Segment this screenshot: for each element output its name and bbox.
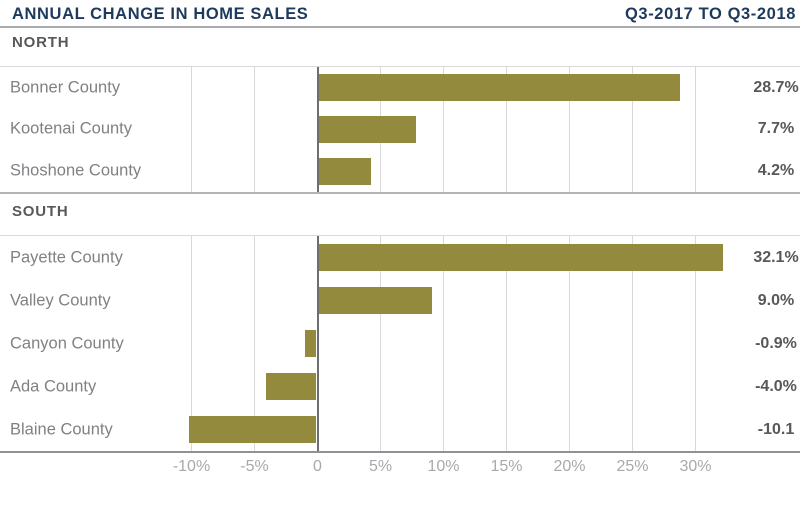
chart-title: ANNUAL CHANGE IN HOME SALES: [12, 5, 309, 23]
value-label: 9.0%: [757, 291, 795, 309]
chart-row: Shoshone County 4.2%: [0, 150, 800, 192]
chart-row: Bonner County 28.7%: [0, 67, 800, 109]
value-label: 4.2%: [757, 162, 795, 180]
value-label: -10.1: [757, 420, 795, 438]
value-label: -4.0%: [755, 377, 797, 395]
section-label-north: NORTH: [12, 34, 70, 51]
south-top-rule: [0, 235, 800, 236]
x-tick-label: 0: [313, 458, 322, 475]
gridline: [443, 236, 444, 451]
gridline: [191, 236, 192, 451]
section-label-south: SOUTH: [12, 203, 69, 220]
chart-row: Ada County -4.0%: [0, 365, 800, 408]
chart-header: ANNUAL CHANGE IN HOME SALES Q3-2017 TO Q…: [12, 5, 796, 24]
north-bottom-rule: [0, 192, 800, 194]
x-tick-label: 30%: [679, 458, 712, 475]
gridline: [443, 67, 444, 192]
value-bar: [318, 287, 432, 314]
north-top-rule: [0, 66, 800, 67]
gridline: [632, 236, 633, 451]
gridline: [506, 236, 507, 451]
header-rule: [0, 26, 800, 28]
value-bar: [266, 373, 317, 400]
x-axis-labels: -10% -5% 0 5% 10% 15% 20% 25% 30%: [0, 458, 800, 480]
category-label: Valley County: [10, 291, 111, 309]
value-label: 28.7%: [753, 78, 799, 96]
value-bar: [305, 330, 317, 357]
gridline: [695, 67, 696, 192]
chart-row: Kootenai County 7.7%: [0, 109, 800, 151]
value-bar: [318, 74, 681, 102]
category-label: Bonner County: [10, 78, 121, 97]
gridline: [254, 67, 255, 192]
gridline: [380, 236, 381, 451]
value-label: 32.1%: [753, 248, 799, 266]
category-label: Blaine County: [10, 420, 113, 438]
south-plot-area: Payette County 32.1% Valley County 9.0% Cany…: [0, 236, 800, 451]
gridline: [506, 67, 507, 192]
gridline: [191, 67, 192, 192]
zero-baseline: [316, 67, 319, 192]
x-tick-label: 5%: [368, 458, 393, 475]
gridline: [632, 67, 633, 192]
chart-row: Valley County 9.0%: [0, 279, 800, 322]
x-tick-label: 10%: [427, 458, 460, 475]
value-label: 7.7%: [757, 120, 795, 138]
value-bar: [318, 157, 372, 185]
category-label: Canyon County: [10, 334, 124, 352]
x-tick-label: -5%: [240, 458, 269, 475]
gridline: [569, 236, 570, 451]
category-label: Payette County: [10, 248, 123, 266]
value-bar: [189, 416, 317, 443]
north-plot-area: Bonner County 28.7% Kootenai County 7.7% Sho…: [0, 67, 800, 192]
category-label: Kootenai County: [10, 119, 133, 138]
category-label: Ada County: [10, 377, 97, 395]
category-label: Shoshone County: [10, 161, 142, 180]
x-tick-label: 15%: [490, 458, 523, 475]
value-bar: [318, 244, 723, 271]
x-tick-label: 20%: [553, 458, 586, 475]
chart-period: Q3-2017 TO Q3-2018: [624, 5, 796, 23]
gridline: [569, 67, 570, 192]
x-axis-line: [0, 451, 800, 453]
zero-baseline: [316, 236, 319, 451]
gridline: [695, 236, 696, 451]
chart-row: Canyon County -0.9%: [0, 322, 800, 365]
x-tick-label: 25%: [616, 458, 649, 475]
value-label: -0.9%: [755, 334, 797, 352]
value-bar: [318, 115, 416, 143]
gridline: [254, 236, 255, 451]
x-tick-label: -10%: [172, 458, 211, 475]
chart-row: Blaine County -10.1: [0, 408, 800, 451]
chart-row: Payette County 32.1%: [0, 236, 800, 279]
